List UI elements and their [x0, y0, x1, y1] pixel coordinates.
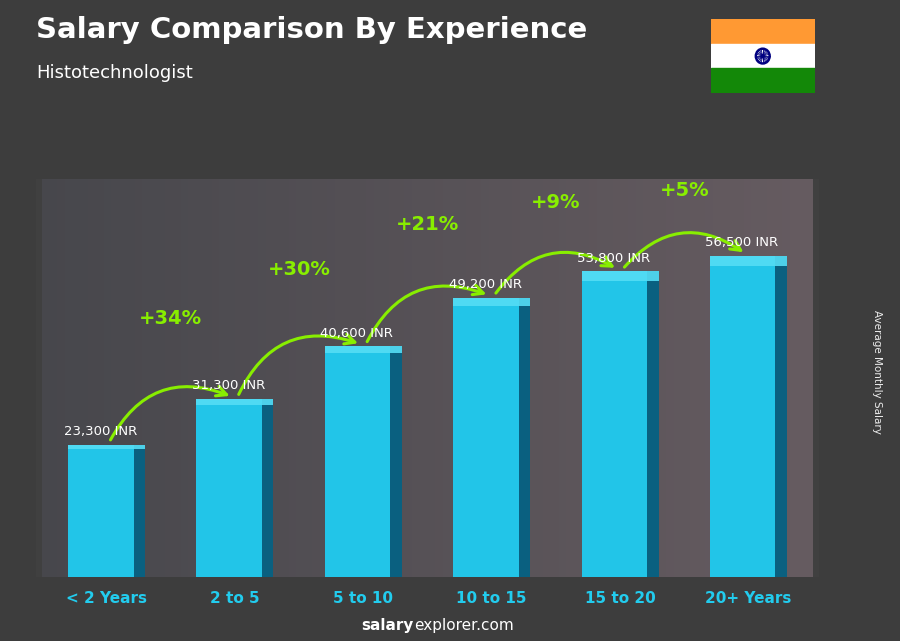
- Bar: [391, 346, 401, 577]
- Text: +21%: +21%: [396, 215, 459, 234]
- Bar: [710, 256, 787, 577]
- Bar: [581, 271, 659, 577]
- Bar: [454, 297, 530, 577]
- Text: 49,200 INR: 49,200 INR: [449, 278, 522, 291]
- Text: +34%: +34%: [140, 309, 202, 328]
- Text: Histotechnologist: Histotechnologist: [36, 64, 193, 82]
- Text: 40,600 INR: 40,600 INR: [320, 326, 393, 340]
- Text: 23,300 INR: 23,300 INR: [64, 425, 137, 438]
- Bar: [262, 399, 274, 577]
- Bar: [711, 44, 814, 69]
- Text: +30%: +30%: [267, 260, 330, 279]
- Text: salary: salary: [362, 619, 414, 633]
- Bar: [776, 256, 787, 577]
- Bar: [133, 445, 145, 577]
- Text: 53,800 INR: 53,800 INR: [577, 252, 650, 265]
- Text: +9%: +9%: [531, 193, 580, 212]
- Bar: [325, 346, 401, 577]
- Bar: [454, 297, 530, 306]
- Bar: [196, 399, 274, 577]
- Bar: [647, 271, 659, 577]
- Bar: [581, 271, 659, 281]
- Text: Average Monthly Salary: Average Monthly Salary: [872, 310, 883, 434]
- Bar: [711, 69, 814, 93]
- Text: Salary Comparison By Experience: Salary Comparison By Experience: [36, 16, 587, 44]
- Bar: [325, 346, 401, 353]
- Bar: [68, 445, 145, 577]
- Bar: [711, 19, 814, 44]
- Text: explorer.com: explorer.com: [414, 619, 514, 633]
- Bar: [68, 445, 145, 449]
- Bar: [710, 256, 787, 266]
- Bar: [196, 399, 274, 404]
- Circle shape: [761, 54, 764, 58]
- Text: 31,300 INR: 31,300 INR: [192, 379, 266, 392]
- Text: 56,500 INR: 56,500 INR: [706, 237, 778, 249]
- Bar: [518, 297, 530, 577]
- Text: +5%: +5%: [660, 181, 709, 201]
